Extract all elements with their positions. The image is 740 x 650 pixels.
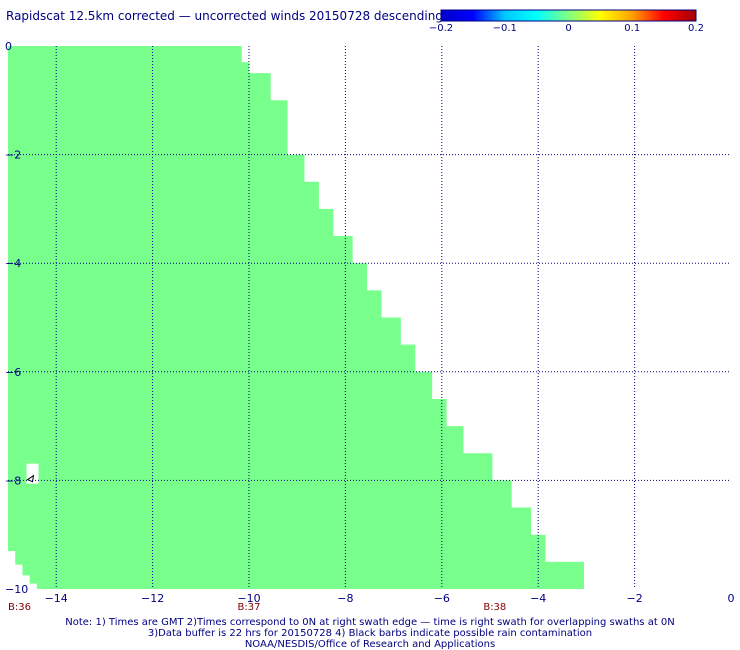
x-tick-label: −14 bbox=[45, 592, 68, 605]
x-tick-label: −4 bbox=[530, 592, 546, 605]
axis-ticks: −14 −12 −10 −8 −6 −4 −2 0 0 −2 −4 −6 −8 −10 bbox=[5, 40, 735, 605]
rain-barb bbox=[26, 474, 35, 483]
colorbar-tick-label: 0.2 bbox=[688, 23, 704, 34]
y-tick-label: −6 bbox=[5, 366, 21, 379]
colorbar-tick-label: 0.1 bbox=[624, 23, 640, 34]
colorbar-tick-label: 0 bbox=[565, 23, 571, 34]
x-tick-label: −6 bbox=[434, 592, 450, 605]
x-tick-label: −2 bbox=[626, 592, 642, 605]
x-tick-label: −8 bbox=[337, 592, 353, 605]
colorbar-tick-label: −0.1 bbox=[493, 23, 517, 34]
y-tick-label: −8 bbox=[5, 474, 21, 487]
x-tick-label: −12 bbox=[141, 592, 164, 605]
y-tick-label: −10 bbox=[5, 583, 28, 596]
pass-time-label: B:37 bbox=[238, 602, 261, 613]
data-swath bbox=[8, 46, 584, 589]
y-tick-label: 0 bbox=[5, 40, 12, 53]
note-line-2: 3)Data buffer is 22 hrs for 20150728 4) … bbox=[147, 628, 593, 639]
annotations: B:36 B:37 B:38 bbox=[8, 602, 506, 613]
y-tick-label: −2 bbox=[5, 149, 21, 162]
colorbar: −0.2 −0.1 0 0.1 0.2 bbox=[429, 9, 704, 34]
y-tick-label: −4 bbox=[5, 257, 21, 270]
colorbar-tick-label: −0.2 bbox=[429, 23, 453, 34]
swath-area bbox=[8, 46, 584, 589]
chart-title: Rapidscat 12.5km corrected — uncorrected… bbox=[6, 9, 443, 23]
pass-time-label: B:38 bbox=[483, 602, 506, 613]
note-line-1: Note: 1) Times are GMT 2)Times correspon… bbox=[65, 617, 675, 628]
x-tick-label: 0 bbox=[728, 592, 735, 605]
pass-time-label: B:36 bbox=[8, 602, 31, 613]
x-tick-label: −10 bbox=[237, 592, 260, 605]
colorbar-gradient bbox=[440, 9, 697, 22]
grid-lines bbox=[8, 46, 731, 589]
note-line-3: NOAA/NESDIS/Office of Research and Appli… bbox=[244, 639, 496, 650]
